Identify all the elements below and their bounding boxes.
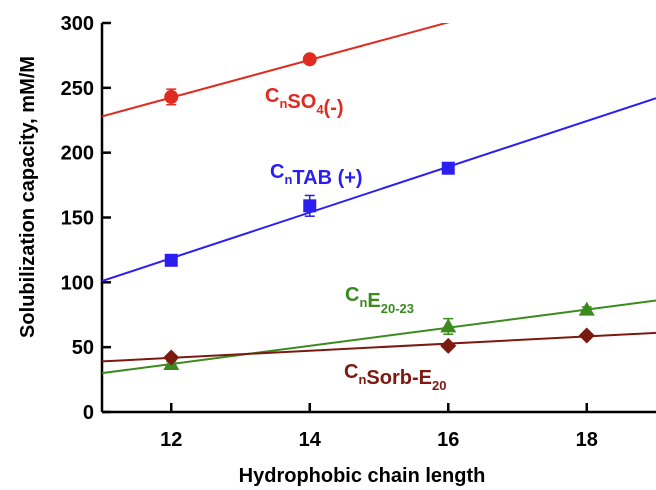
fit-line-2 [102, 299, 656, 375]
label-text: C [265, 85, 279, 107]
data-point [164, 89, 179, 104]
y-axis-title: Solubilization capacity, mM/M [17, 56, 39, 338]
label-text: C [344, 361, 358, 383]
label-text: Sorb-E [366, 367, 432, 389]
data-marks [102, 23, 656, 375]
y-tick-label: 150 [61, 208, 94, 230]
data-point [302, 52, 317, 67]
series-label: CnSO4(-) [265, 85, 344, 119]
y-tick-label: 200 [61, 143, 94, 165]
x-tick-label: 18 [576, 429, 598, 451]
x-tick-label: 16 [437, 429, 459, 451]
data-point [164, 253, 178, 267]
data-point [578, 301, 595, 316]
fit-line-1 [102, 97, 656, 282]
label-subscript: 4 [316, 102, 324, 117]
fit-line-0 [102, 23, 450, 118]
y-tick-label: 50 [72, 337, 94, 359]
label-subscript: n [358, 372, 366, 387]
series-label: CnSorb-E20 [344, 361, 446, 393]
data-point [440, 337, 457, 354]
y-tick-label: 0 [83, 402, 94, 424]
x-axis-title: Hydrophobic chain length [239, 465, 486, 487]
label-subscript: n [284, 172, 292, 187]
data-point [163, 349, 180, 366]
label-text: (-) [324, 97, 344, 119]
label-text: TAB (+) [292, 167, 362, 189]
label-subscript: n [359, 295, 367, 310]
label-text: SO [287, 91, 316, 113]
x-tick-label: 12 [160, 429, 182, 451]
y-tick-label: 100 [61, 272, 94, 294]
y-tick-label: 250 [61, 78, 94, 100]
data-point [303, 199, 317, 213]
label-subscript: 20 [432, 378, 446, 393]
x-tick-label: 14 [299, 429, 322, 451]
axes: 0 50 100 150 200 250 300 12 14 16 18 [61, 13, 656, 451]
fit-line-3 [102, 331, 656, 363]
y-tick-label: 300 [61, 13, 94, 35]
series-label: CnTAB (+) [270, 161, 363, 189]
series-label: CnE20-23 [345, 284, 414, 316]
data-point [441, 161, 455, 175]
data-point [440, 318, 457, 333]
label-text: C [345, 284, 359, 306]
label-text: C [270, 161, 284, 183]
label-subscript: n [279, 96, 287, 111]
label-subscript: 20-23 [381, 301, 414, 316]
label-text: E [367, 290, 380, 312]
data-point [578, 327, 595, 344]
